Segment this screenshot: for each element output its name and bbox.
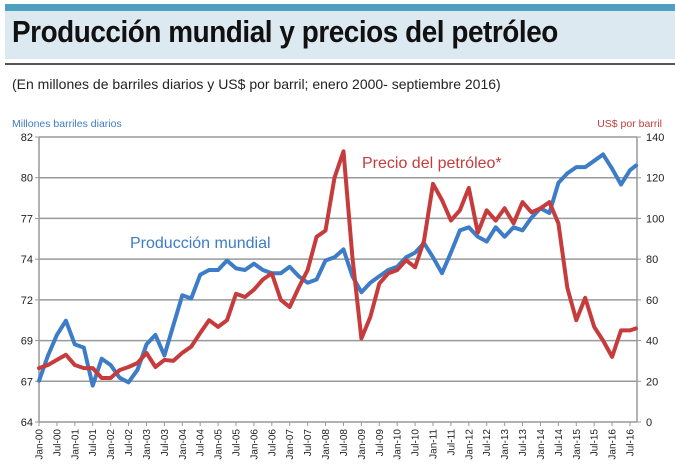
right-axis-label: US$ por barril [597, 118, 662, 130]
left-tick-label: 82 [21, 132, 33, 144]
production-line [37, 152, 638, 388]
x-tick-label: Jan-09 [357, 429, 368, 460]
left-tick-label: 64 [21, 417, 33, 429]
right-tick-label: 40 [646, 336, 658, 348]
left-tick-label: 80 [21, 173, 33, 185]
right-tick-label: 0 [646, 417, 652, 429]
x-tick-label: Jul-07 [303, 429, 314, 457]
x-tick-label: Jul-10 [411, 429, 422, 457]
left-axis-label: Millones barriles diarios [12, 118, 122, 130]
left-tick-label: 67 [21, 376, 33, 388]
header-accent-bar [5, 4, 675, 11]
chart-title: Producción mundial y precios del petróle… [12, 14, 558, 49]
x-tick-label: Jul-15 [590, 429, 601, 457]
x-tick-label: Jan-15 [572, 429, 583, 460]
left-tick-label: 77 [21, 213, 33, 225]
x-tick-label: Jul-03 [160, 429, 171, 457]
left-tick-label: 69 [21, 336, 33, 348]
x-tick-label: Jul-04 [196, 429, 207, 457]
x-tick-label: Jul-09 [375, 429, 386, 457]
x-tick-label: Jan-03 [142, 429, 153, 460]
x-tick-label: Jan-08 [321, 429, 332, 460]
x-tick-label: Jul-00 [52, 429, 63, 457]
price-line [37, 149, 638, 380]
x-tick-label: Jan-04 [178, 429, 189, 460]
title-banner [5, 11, 675, 59]
x-tick-label: Jul-14 [554, 429, 565, 457]
x-tick-label: Jul-13 [518, 429, 529, 457]
right-tick-label: 80 [646, 254, 658, 266]
x-tick-label: Jan-10 [393, 429, 404, 460]
x-tick-label: Jul-01 [88, 429, 99, 457]
series-label-price: Precio del petróleo* [362, 155, 502, 172]
x-tick-label: Jan-14 [536, 429, 547, 460]
right-tick-label: 140 [646, 132, 664, 144]
right-tick-label: 20 [646, 376, 658, 388]
x-tick-label: Jan-13 [500, 429, 511, 460]
x-tick-label: Jan-05 [214, 429, 225, 460]
x-tick-label: Jul-12 [482, 429, 493, 457]
x-tick-label: Jan-02 [106, 429, 117, 460]
x-tick-label: Jul-06 [267, 429, 278, 457]
x-tick-label: Jan-07 [285, 429, 296, 460]
x-tick-label: Jul-16 [626, 429, 637, 457]
right-tick-label: 120 [646, 173, 664, 185]
chart-subtitle: (En millones de barriles diarios y US$ p… [12, 76, 501, 92]
x-tick-label: Jul-02 [124, 429, 135, 457]
x-tick-label: Jan-00 [35, 429, 46, 460]
series-label-production: Producción mundial [130, 235, 271, 252]
x-tick-label: Jan-12 [464, 429, 475, 460]
left-tick-label: 72 [21, 295, 33, 307]
x-tick-label: Jul-11 [446, 429, 457, 456]
title-divider [5, 63, 675, 65]
x-tick-label: Jan-16 [608, 429, 619, 460]
left-tick-label: 74 [21, 254, 33, 266]
right-tick-label: 60 [646, 295, 658, 307]
x-tick-label: Jul-05 [232, 429, 243, 457]
x-tick-label: Jan-06 [249, 429, 260, 460]
right-tick-label: 100 [646, 213, 664, 225]
x-tick-label: Jan-01 [70, 429, 81, 460]
x-tick-label: Jan-11 [429, 429, 440, 459]
x-tick-label: Jul-08 [339, 429, 350, 457]
